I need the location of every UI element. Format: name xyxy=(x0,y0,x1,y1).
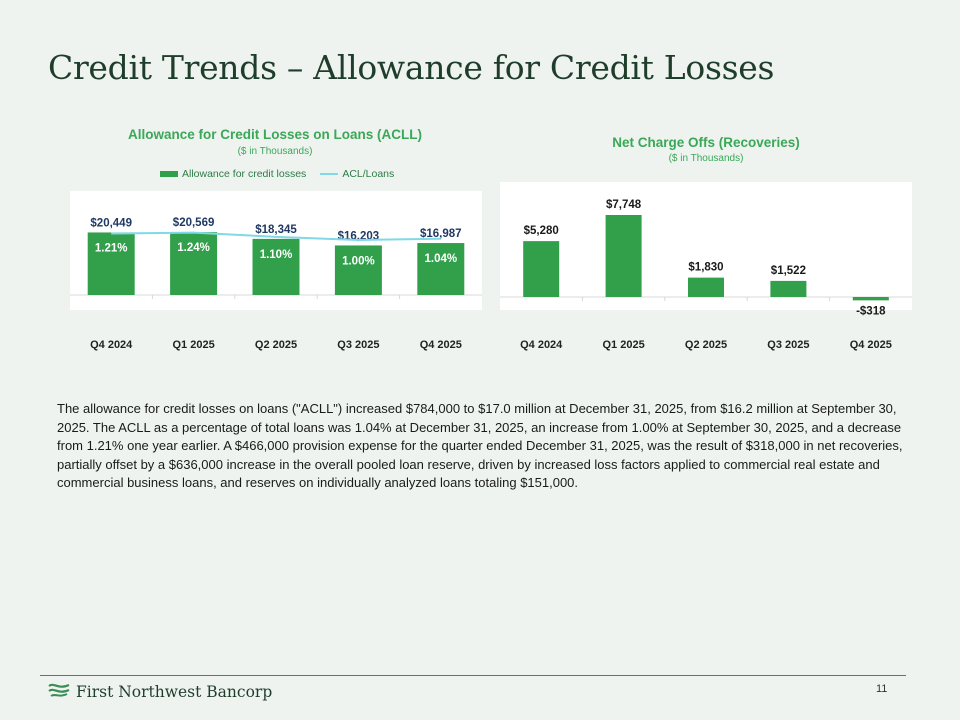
acll-category-label: Q2 2025 xyxy=(255,339,297,351)
company-logo: First Northwest Bancorp xyxy=(48,682,272,702)
legend-line-label: ACL/Loans xyxy=(342,168,395,180)
nco-category-label: Q4 2024 xyxy=(520,339,563,351)
slide-title: Credit Trends – Allowance for Credit Los… xyxy=(48,48,775,87)
nco-bar-value-label: $1,830 xyxy=(688,262,723,274)
acll-bar xyxy=(87,232,135,295)
acll-category-label: Q1 2025 xyxy=(172,339,214,351)
nco-category-label: Q4 2025 xyxy=(850,339,892,351)
acll-category-label: Q4 2025 xyxy=(420,339,462,351)
acll-bar-value-label: $20,569 xyxy=(173,217,215,229)
legend-bar-swatch xyxy=(160,171,178,177)
legend-bar-label: Allowance for credit losses xyxy=(182,168,307,180)
nco-bar-value-label: $7,748 xyxy=(606,199,642,211)
nco-chart-subtitle: ($ in Thousands) xyxy=(668,153,744,164)
nco-bar xyxy=(605,215,642,297)
acll-category-label: Q4 2024 xyxy=(90,339,133,351)
acll-bar-value-label: $18,345 xyxy=(255,224,297,236)
acll-bar xyxy=(252,238,300,295)
nco-bar xyxy=(688,277,724,297)
acll-ratio-line xyxy=(111,231,441,241)
acll-ratio-label: 1.10% xyxy=(260,249,293,261)
acll-bar-value-label: $16,987 xyxy=(420,228,462,240)
nco-bar xyxy=(523,241,560,297)
company-name: First Northwest Bancorp xyxy=(76,683,273,701)
nco-bar xyxy=(770,280,807,297)
acll-bar xyxy=(170,232,218,295)
nco-chart-title: Net Charge Offs (Recoveries) xyxy=(612,135,800,150)
acll-bar xyxy=(334,245,382,295)
nco-bar-value-label: -$318 xyxy=(856,305,886,317)
nco-category-label: Q2 2025 xyxy=(685,339,727,351)
nco-bar-value-label: $5,280 xyxy=(524,225,559,237)
acll-bar xyxy=(417,243,465,295)
nco-category-label: Q1 2025 xyxy=(602,339,644,351)
nco-bar-value-label: $1,522 xyxy=(771,265,806,277)
footer-divider xyxy=(40,675,906,676)
acll-bar-value-label: $20,449 xyxy=(90,217,132,229)
acll-ratio-label: 1.04% xyxy=(424,253,457,265)
wave-logo-icon xyxy=(48,682,70,702)
acll-chart-subtitle: ($ in Thousands) xyxy=(237,146,313,157)
acll-legend: Allowance for credit losses ACL/Loans xyxy=(160,168,394,180)
acll-category-label: Q3 2025 xyxy=(337,339,379,351)
acll-ratio-label: 1.24% xyxy=(177,242,210,254)
nco-bar xyxy=(852,297,889,301)
acll-ratio-label: 1.21% xyxy=(95,242,128,254)
legend-line-swatch xyxy=(320,173,339,175)
nco-category-label: Q3 2025 xyxy=(767,339,809,351)
body-paragraph: The allowance for credit losses on loans… xyxy=(57,401,903,490)
acll-ratio-label: 1.00% xyxy=(342,255,375,267)
page-number: 11 xyxy=(876,683,888,695)
acll-chart-title: Allowance for Credit Losses on Loans (AC… xyxy=(127,127,423,142)
